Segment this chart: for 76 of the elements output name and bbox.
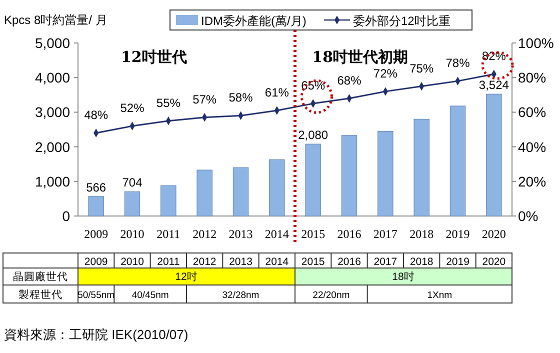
bar bbox=[196, 170, 212, 216]
data-label: 75% bbox=[410, 61, 434, 76]
data-label: 57% bbox=[192, 92, 217, 106]
y2-tick-label: 80% bbox=[518, 70, 546, 86]
bar bbox=[88, 196, 104, 216]
x-tick-label: 2009 bbox=[84, 256, 108, 268]
data-label: 2,080 bbox=[298, 128, 328, 142]
text: 2010 bbox=[120, 227, 144, 241]
text: 18吋 bbox=[392, 270, 415, 283]
x-tick-label: 2018 bbox=[410, 256, 434, 268]
text: 1Xnm bbox=[427, 290, 452, 301]
y-axis-title: Kpcs 8吋約當量/ 月 bbox=[4, 13, 108, 27]
text: 2009 bbox=[84, 227, 108, 241]
data-label: 68% bbox=[337, 73, 362, 88]
annotation: 12吋世代 bbox=[121, 48, 187, 66]
y2-tick-label: 0% bbox=[518, 208, 538, 224]
data-label: 55% bbox=[156, 96, 181, 110]
x-tick-label: 2019 bbox=[446, 256, 470, 268]
x-tick-label: 2016 bbox=[338, 256, 362, 268]
bar bbox=[124, 191, 140, 216]
y2-tick-label: 100% bbox=[518, 35, 554, 51]
y-tick-label: 3,000 bbox=[34, 104, 70, 120]
x-tick-label: 2014 bbox=[265, 256, 289, 268]
bar bbox=[160, 185, 176, 216]
data-label: 61% bbox=[264, 85, 290, 100]
bar bbox=[486, 94, 502, 216]
x-tick-label: 2017 bbox=[374, 256, 398, 268]
text: 40/45nm bbox=[132, 290, 169, 301]
x-tick-label: 2020 bbox=[482, 256, 506, 268]
y-tick-label: 1,000 bbox=[34, 173, 70, 190]
bar bbox=[232, 167, 249, 216]
bar bbox=[378, 130, 394, 216]
y-tick-label: 0 bbox=[62, 208, 70, 224]
x-tick-label: 2011 bbox=[157, 256, 180, 268]
data-label: 704 bbox=[122, 176, 143, 190]
y-tick-label: 5,000 bbox=[34, 35, 70, 51]
text: 2014 bbox=[264, 227, 289, 241]
bar bbox=[414, 118, 430, 216]
data-label: 3,524 bbox=[478, 78, 510, 92]
bar bbox=[269, 159, 285, 216]
text: 製程世代 bbox=[18, 288, 62, 301]
text: 2020 bbox=[482, 227, 506, 241]
x-tick-label: 2010 bbox=[120, 256, 144, 268]
data-label: 566 bbox=[86, 180, 106, 194]
text: 2011 bbox=[156, 227, 180, 241]
x-tick-label: 2013 bbox=[229, 256, 253, 268]
text: 2018 bbox=[410, 227, 434, 241]
x-tick-label: 2012 bbox=[192, 256, 216, 268]
data-label: 58% bbox=[228, 90, 254, 105]
text: 2013 bbox=[228, 227, 253, 241]
legend-label: 委外部分12吋比重 bbox=[353, 14, 450, 28]
text: 12吋 bbox=[175, 270, 198, 283]
text: 2012 bbox=[192, 227, 217, 241]
data-label: 72% bbox=[373, 66, 398, 80]
y-tick-label: 4,000 bbox=[34, 70, 70, 86]
bar bbox=[305, 144, 321, 216]
text: 2015 bbox=[301, 227, 326, 241]
data-label: 52% bbox=[120, 101, 145, 116]
text: 22/20nm bbox=[312, 290, 350, 301]
text: 2016 bbox=[337, 227, 362, 241]
data-label: 78% bbox=[446, 56, 470, 70]
y2-tick-label: 60% bbox=[518, 104, 546, 120]
y-tick-label: 2,000 bbox=[34, 138, 70, 155]
bar bbox=[450, 106, 466, 216]
text: 2017 bbox=[373, 227, 398, 241]
annotation: 18吋世代初期 bbox=[312, 48, 408, 66]
data-label: 48% bbox=[84, 108, 108, 122]
y2-tick-label: 20% bbox=[518, 173, 546, 190]
legend-label: IDM委外產能(萬/月) bbox=[201, 14, 306, 28]
text: 晶圓廠世代 bbox=[13, 270, 68, 283]
text: 2019 bbox=[446, 227, 470, 241]
y2-tick-label: 40% bbox=[518, 138, 546, 155]
bar bbox=[341, 135, 358, 216]
source-note: 資料來源：工研院 IEK(2010/07) bbox=[4, 327, 188, 342]
text: 32/28nm bbox=[222, 290, 260, 301]
x-tick-label: 2015 bbox=[301, 256, 325, 268]
